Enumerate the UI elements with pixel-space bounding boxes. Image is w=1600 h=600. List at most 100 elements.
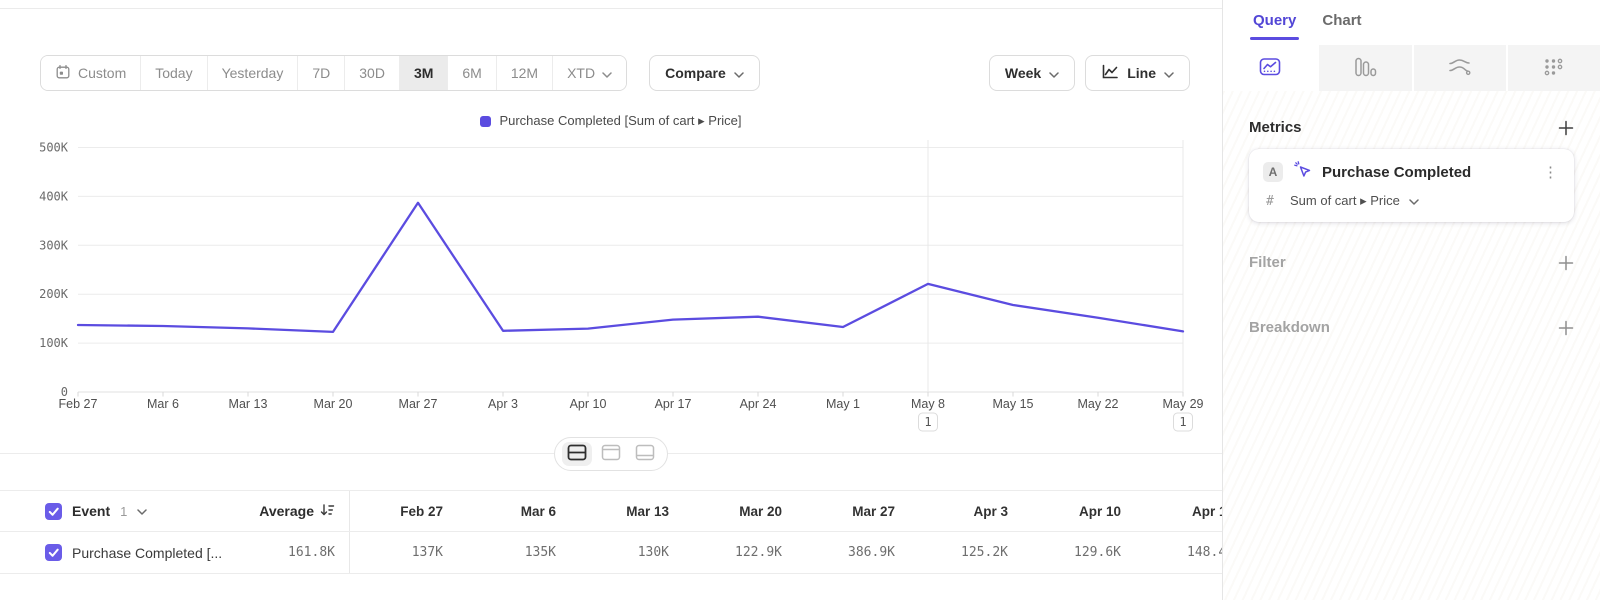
cell-value: 122.9K <box>735 545 782 560</box>
flows-icon <box>1448 57 1471 80</box>
table-row: Purchase Completed [... 161.8K 137K 135K 1… <box>0 532 1222 574</box>
metric-options-button[interactable]: ⋮ <box>1543 164 1558 181</box>
retention-icon <box>1542 57 1565 80</box>
range-6m[interactable]: 6M <box>447 56 496 90</box>
date-column-header: Apr 3 <box>973 503 1008 519</box>
chevron-down-icon <box>1409 192 1419 210</box>
metric-letter-badge: A <box>1263 162 1283 182</box>
range-3m[interactable]: 3M <box>398 56 448 90</box>
breakdown-section[interactable]: Breakdown <box>1249 319 1574 336</box>
range-7d[interactable]: 7D <box>297 56 345 90</box>
report-type-retention[interactable] <box>1505 45 1600 91</box>
table-header-row: Event 1 Average Feb 27 Mar 6 Mar 13 Mar 20 M… <box>0 490 1222 532</box>
event-count: 1 <box>120 503 128 519</box>
date-column-header: Feb 27 <box>400 503 443 519</box>
event-header-cell: Event 1 <box>0 502 215 520</box>
toolbar-right: Week Line <box>988 55 1190 91</box>
cell-value: 386.9K <box>848 545 895 560</box>
x-tick-label: Apr 24 <box>740 397 777 411</box>
tab-chart[interactable]: Chart <box>1322 12 1361 45</box>
metric-card-top-row: A Purchase Completed ⋮ <box>1263 160 1560 184</box>
event-menu-chevron-icon[interactable] <box>137 502 148 520</box>
metric-card[interactable]: A Purchase Completed ⋮ # Sum of cart ▸ P… <box>1249 149 1574 222</box>
line-chart[interactable]: 0 100K 200K 300K 400K 500K Feb 27 Mar 6 Mar 13 Ma… <box>0 134 1222 434</box>
numeric-property-icon: # <box>1266 193 1274 209</box>
x-tick-label: Apr 10 <box>570 397 607 411</box>
metric-name: Purchase Completed <box>1322 163 1472 181</box>
filter-section[interactable]: Filter <box>1249 254 1574 271</box>
average-label: Average <box>259 503 314 519</box>
x-tick-label: May 8 <box>911 397 945 411</box>
cell-value: 125.2K <box>961 545 1008 560</box>
sort-descending-icon <box>320 503 335 520</box>
date-column-header: Apr 17 <box>1191 503 1222 519</box>
legend-swatch <box>480 115 492 127</box>
chevron-down-icon <box>1164 65 1174 81</box>
x-tick-label: Mar 6 <box>147 397 179 411</box>
average-column-header[interactable]: Average <box>215 503 335 520</box>
annotation-badge[interactable] <box>918 412 938 432</box>
row-name-cell: Purchase Completed [... <box>0 544 222 561</box>
breakdown-label: Breakdown <box>1249 319 1330 336</box>
compare-label: Compare <box>665 65 726 81</box>
date-column-headers: Feb 27 Mar 6 Mar 13 Mar 20 Mar 27 Apr 3 Apr 10… <box>350 504 1222 519</box>
range-yesterday[interactable]: Yesterday <box>206 56 298 90</box>
range-30d[interactable]: 30D <box>344 56 399 90</box>
report-type-insights[interactable] <box>1223 45 1318 91</box>
add-metric-button[interactable] <box>1558 120 1574 136</box>
annotation-badge[interactable] <box>1173 412 1193 432</box>
average-value: 161.8K <box>288 545 335 560</box>
chart-type-label: Line <box>1127 65 1156 81</box>
layout-split-view-button[interactable] <box>562 442 592 466</box>
x-tick-label: Feb 27 <box>59 397 98 411</box>
x-tick-label: May 1 <box>826 397 860 411</box>
add-breakdown-button[interactable] <box>1558 320 1574 336</box>
y-tick-label: 0 <box>61 385 68 399</box>
tab-query-label: Query <box>1253 12 1297 29</box>
x-tick-label: Apr 3 <box>488 397 518 411</box>
y-tick-label: 400K <box>39 189 69 203</box>
compare-button[interactable]: Compare <box>649 55 760 91</box>
cell-value: 148.4K <box>1187 545 1222 560</box>
toolbar: Custom Today Yesterday 7D 30D 3M 6M 12M XTD Comp… <box>40 55 1190 91</box>
series-line[interactable] <box>76 201 1185 334</box>
range-label: 6M <box>462 65 482 81</box>
range-xtd[interactable]: XTD <box>552 56 627 90</box>
range-label: Custom <box>78 65 127 81</box>
cell-value: 130K <box>637 545 669 560</box>
chart-legend[interactable]: Purchase Completed [Sum of cart ▸ Price] <box>0 113 1222 129</box>
range-custom[interactable]: Custom <box>41 56 141 90</box>
top-divider <box>0 8 1222 9</box>
layout-chart-focus-button[interactable] <box>596 442 626 466</box>
column-separator <box>335 532 350 573</box>
range-label: 3M <box>413 65 434 81</box>
chart-type-button[interactable]: Line <box>1085 55 1190 91</box>
date-column-values: 137K 135K 130K 122.9K 386.9K 125.2K 129.6K 148.… <box>350 545 1222 560</box>
tab-query[interactable]: Query <box>1250 12 1300 45</box>
add-filter-button[interactable] <box>1558 255 1574 271</box>
range-label: Yesterday <box>221 65 284 81</box>
layout-table-focus-button[interactable] <box>630 442 660 466</box>
split-view-icon <box>567 444 587 464</box>
row-checkbox[interactable] <box>45 544 62 561</box>
x-tick-label: Mar 20 <box>314 397 353 411</box>
report-type-funnels[interactable] <box>1317 45 1412 91</box>
y-tick-label: 300K <box>39 238 69 252</box>
range-today[interactable]: Today <box>140 56 207 90</box>
range-12m[interactable]: 12M <box>495 56 553 90</box>
report-type-switcher <box>1223 45 1600 91</box>
report-type-flows[interactable] <box>1411 45 1506 91</box>
select-all-checkbox[interactable] <box>45 502 62 520</box>
chevron-down-icon <box>1049 65 1059 81</box>
event-pointer-icon <box>1293 160 1312 184</box>
active-tab-underline <box>1250 37 1300 40</box>
x-tick-label: May 29 <box>1163 397 1204 411</box>
y-tick-label: 500K <box>39 141 69 155</box>
row-name: Purchase Completed [... <box>72 544 223 561</box>
aggregation-selector[interactable]: # Sum of cart ▸ Price <box>1263 192 1560 210</box>
granularity-button[interactable]: Week <box>988 55 1076 91</box>
date-column-header: Mar 20 <box>739 503 782 519</box>
metrics-section-header: Metrics <box>1249 119 1574 136</box>
granularity-label: Week <box>1004 65 1042 81</box>
x-tick-label: May 22 <box>1078 397 1119 411</box>
